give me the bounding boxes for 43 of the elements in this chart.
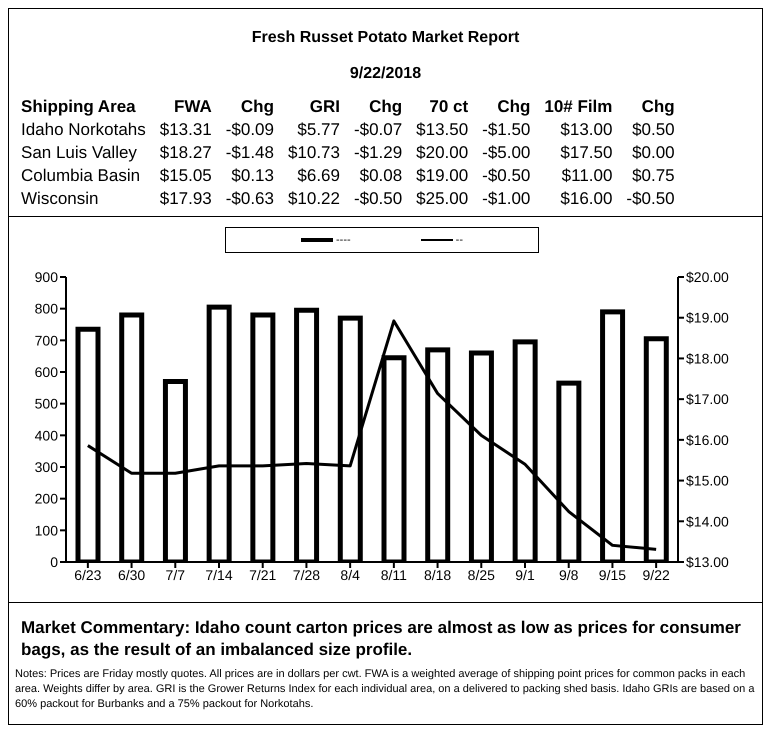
legend-label: ---- — [336, 234, 351, 246]
y-tick-label: 500 — [34, 396, 58, 412]
x-tick-label: 8/4 — [340, 566, 360, 583]
y2-tick-label: $17.00 — [686, 391, 730, 408]
y-tick-label: 100 — [34, 522, 58, 538]
x-tick-label: 7/21 — [249, 566, 277, 583]
y-tick-label: 800 — [34, 300, 58, 317]
y-tick-label: 300 — [34, 458, 58, 475]
x-tick-label: 8/18 — [424, 566, 452, 583]
x-tick-label: 6/23 — [74, 566, 102, 583]
y-tick-label: 600 — [34, 364, 58, 380]
y2-tick-label: $15.00 — [686, 472, 730, 489]
y-tick-label: 700 — [34, 332, 58, 348]
x-tick-label: 9/8 — [558, 566, 579, 583]
y-tick-label: 400 — [34, 427, 58, 444]
y2-tick-label: $14.00 — [686, 513, 730, 530]
text: Columbia Basin $15.05 $0.13 $6.69 $0.08 $19.00 -$0.50 $11.00 $0.75 — [21, 166, 675, 185]
x-tick-label: 7/14 — [205, 566, 233, 583]
x-tick-label: 9/22 — [642, 566, 670, 583]
y-tick-label: 900 — [34, 268, 58, 285]
x-tick-label: 8/25 — [468, 566, 496, 583]
text: Idaho Norkotahs $13.31 -$0.09 $5.77 -$0.07 $13.50 -$1.50 $13.00 $0.50 — [21, 120, 675, 139]
x-tick-label: 7/7 — [166, 566, 186, 583]
text: Wisconsin $17.93 -$0.63 $10.22 -$0.50 $25.00 -$1.00 $16.00 -$0.50 — [21, 189, 675, 208]
y-tick-label: 0 — [50, 554, 58, 570]
chart-title: Fresh Russet Potato Market Report — [250, 29, 520, 47]
y2-tick-label: $16.00 — [686, 432, 730, 448]
y2-tick-label: $19.00 — [686, 310, 730, 326]
y2-tick-label: $20.00 — [686, 268, 730, 285]
x-tick-label: 6/30 — [118, 566, 146, 583]
text: Shipping Area FWA Chg GRI Chg 70 ct Chg 10# Film Chg — [21, 97, 675, 116]
y2-tick-label: $13.00 — [686, 554, 730, 570]
text: San Luis Valley $18.27 -$1.48 $10.73 -$1.29 $20.00 -$5.00 $17.50 $0.00 — [21, 143, 675, 162]
y-tick-label: 200 — [34, 490, 58, 507]
x-tick-label: 7/28 — [292, 566, 320, 583]
x-tick-label: 9/15 — [598, 566, 626, 583]
legend-label: -- — [456, 234, 463, 246]
x-tick-label: 8/11 — [380, 566, 408, 583]
y2-tick-label: $18.00 — [686, 350, 730, 366]
text: Market Commentary: Idaho count carton prices are almost as low as prices for consumer bags, as the result of an imbalanced size profile. — [21, 617, 742, 661]
text: Notes: Prices are Friday mostly quotes. All prices are in dollars per cwt. FWA is a weighted average of shipping point prices for common packs in each area. Weights differ by area. GRI is the Grower Returns Index for each individual area, on a delivered to packing shed basis. Idaho GRIs are based on a 60% packout for Burbanks and a 75% packout for Norkotahs. — [15, 667, 756, 712]
chart-subtitle: 9/22/2018 — [348, 65, 422, 83]
x-tick-label: 9/1 — [515, 566, 535, 583]
